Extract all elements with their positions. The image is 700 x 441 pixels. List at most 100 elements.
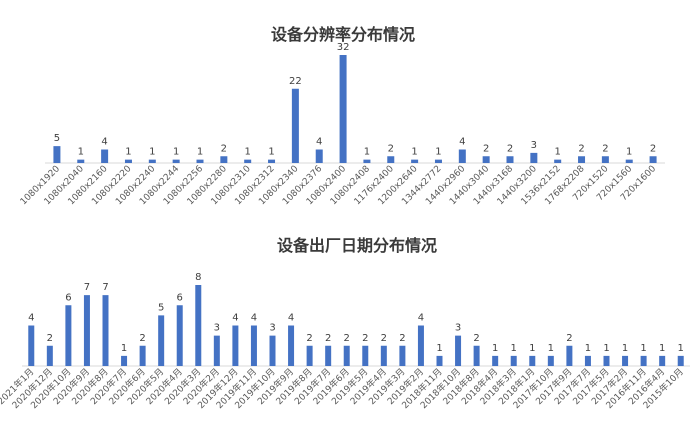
data-label: 6 <box>177 292 183 303</box>
data-label: 1 <box>622 343 628 354</box>
chart-title-manufacture-date: 设备出厂日期分布情况 <box>277 236 437 255</box>
bar <box>399 345 406 366</box>
bar <box>196 159 204 164</box>
data-label: 2 <box>602 143 608 154</box>
data-label: 2 <box>388 143 394 154</box>
resolution-bar-chart: 51080x192011080x204041080x216011080x2220… <box>19 42 665 207</box>
bar <box>640 355 647 367</box>
data-label: 5 <box>158 302 164 313</box>
data-label: 2 <box>139 333 145 344</box>
bar <box>584 355 591 367</box>
bar <box>232 325 239 366</box>
bar <box>436 355 443 367</box>
data-label: 1 <box>197 147 203 158</box>
bar <box>244 159 252 164</box>
data-label: 1 <box>149 147 155 158</box>
bar <box>288 325 295 366</box>
data-label: 2 <box>344 333 350 344</box>
data-label: 2 <box>483 143 489 154</box>
bar <box>291 88 299 163</box>
bar <box>387 156 395 163</box>
data-label: 2 <box>221 143 227 154</box>
data-label: 1 <box>678 343 684 354</box>
bar <box>603 355 610 367</box>
bar <box>250 325 257 366</box>
data-label: 3 <box>455 323 461 334</box>
data-label: 2 <box>566 333 572 344</box>
data-label: 1 <box>603 343 609 354</box>
bar <box>46 345 53 366</box>
data-label: 3 <box>214 323 220 334</box>
data-label: 1 <box>436 343 442 354</box>
data-label: 3 <box>269 323 275 334</box>
bar <box>510 355 517 367</box>
bar <box>362 345 369 366</box>
bar <box>473 345 480 366</box>
data-label: 1 <box>173 147 179 158</box>
data-label: 2 <box>306 333 312 344</box>
bar <box>213 335 220 367</box>
data-label: 2 <box>578 143 584 154</box>
data-label: 1 <box>585 343 591 354</box>
data-label: 2 <box>473 333 479 344</box>
data-label: 2 <box>399 333 405 344</box>
bar <box>380 345 387 366</box>
bar <box>121 355 128 367</box>
data-label: 1 <box>640 343 646 354</box>
bar <box>101 149 109 163</box>
bar <box>554 159 562 164</box>
bar <box>195 285 202 366</box>
bar <box>455 335 462 367</box>
bar <box>65 305 72 366</box>
manufacture-date-bar-chart: 42021年1月22020年12月62020年10月72020年9月72020年… <box>0 272 690 411</box>
bar <box>339 55 347 163</box>
data-label: 1 <box>492 343 498 354</box>
bar <box>492 355 499 367</box>
bar <box>306 345 313 366</box>
data-label: 6 <box>65 292 71 303</box>
bar <box>482 156 490 163</box>
bar <box>139 345 146 366</box>
bar <box>220 156 228 163</box>
data-label: 5 <box>54 133 60 144</box>
bar <box>343 345 350 366</box>
data-label: 4 <box>28 313 34 324</box>
bar <box>325 345 332 366</box>
bar <box>77 159 85 164</box>
bar <box>458 149 466 163</box>
data-label: 8 <box>195 272 201 283</box>
data-label: 2 <box>507 143 513 154</box>
bar <box>176 305 183 366</box>
chart-title-resolution: 设备分辨率分布情况 <box>271 25 415 44</box>
bar <box>172 159 180 164</box>
data-label: 1 <box>626 147 632 158</box>
data-label: 1 <box>411 147 417 158</box>
data-label: 1 <box>435 147 441 158</box>
bar <box>547 355 554 367</box>
data-label: 3 <box>531 140 537 151</box>
data-label: 1 <box>268 147 274 158</box>
bar <box>148 159 156 164</box>
data-label: 1 <box>511 343 517 354</box>
bar <box>434 159 442 164</box>
bar <box>506 156 514 163</box>
data-label: 2 <box>650 143 656 154</box>
bar <box>625 159 633 164</box>
bar <box>269 335 276 367</box>
data-label: 4 <box>316 137 322 148</box>
bar <box>363 159 371 164</box>
data-label: 1 <box>121 343 127 354</box>
bar <box>649 156 657 163</box>
data-label: 1 <box>548 343 554 354</box>
data-label: 7 <box>84 282 90 293</box>
bar <box>601 156 609 163</box>
data-label: 4 <box>251 313 257 324</box>
bar <box>578 156 586 163</box>
bar <box>124 159 132 164</box>
bar <box>315 149 323 163</box>
bar <box>268 159 276 164</box>
bar <box>83 295 90 367</box>
data-label: 2 <box>47 333 53 344</box>
